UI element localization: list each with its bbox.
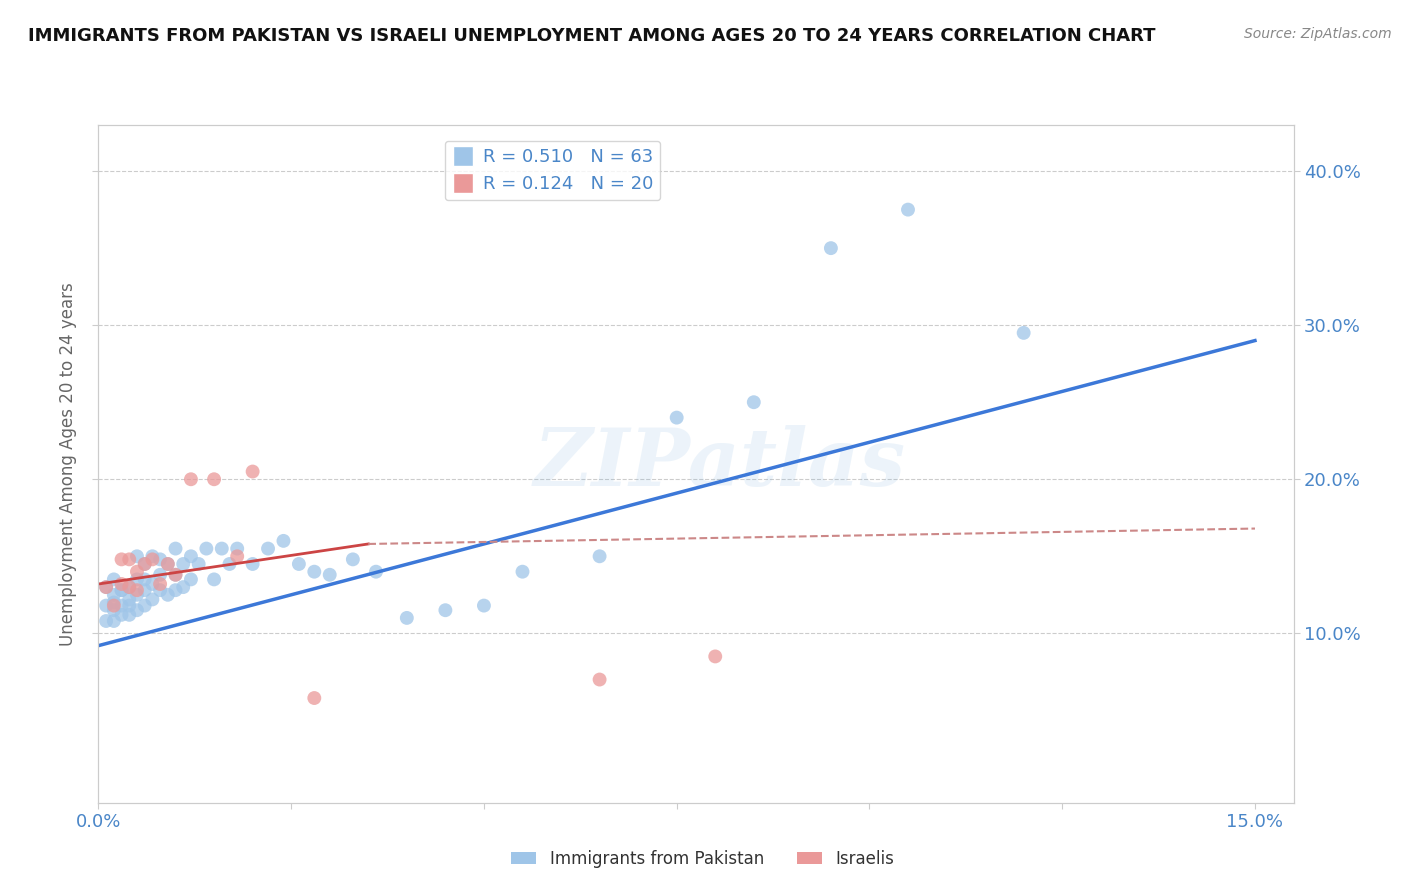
Point: [118, 552, 141, 566]
Point: [187, 557, 209, 571]
Point: [110, 577, 132, 591]
Point: [364, 565, 387, 579]
Point: [156, 588, 179, 602]
Point: [94, 614, 117, 628]
Point: [125, 603, 148, 617]
Point: [288, 557, 311, 571]
Point: [304, 691, 326, 706]
Legend: R = 0.510   N = 63, R = 0.124   N = 20: R = 0.510 N = 63, R = 0.124 N = 20: [444, 141, 661, 200]
Point: [665, 410, 688, 425]
Point: [1012, 326, 1035, 340]
Point: [125, 588, 148, 602]
Point: [820, 241, 842, 255]
Y-axis label: Unemployment Among Ages 20 to 24 years: Unemployment Among Ages 20 to 24 years: [59, 282, 77, 646]
Point: [118, 592, 141, 607]
Point: [273, 533, 295, 548]
Point: [180, 472, 202, 486]
Point: [103, 595, 125, 609]
Point: [103, 599, 125, 613]
Point: [110, 607, 132, 622]
Point: [588, 673, 610, 687]
Point: [226, 549, 249, 564]
Point: [156, 557, 179, 571]
Legend: Immigrants from Pakistan, Israelis: Immigrants from Pakistan, Israelis: [505, 844, 901, 875]
Point: [202, 573, 225, 587]
Point: [165, 567, 187, 582]
Point: [94, 599, 117, 613]
Point: [103, 573, 125, 587]
Point: [118, 580, 141, 594]
Point: [103, 603, 125, 617]
Point: [897, 202, 920, 217]
Point: [110, 552, 132, 566]
Point: [110, 583, 132, 598]
Point: [149, 567, 172, 582]
Point: [125, 565, 148, 579]
Point: [342, 552, 364, 566]
Point: [156, 557, 179, 571]
Point: [172, 580, 194, 594]
Point: [242, 465, 264, 479]
Point: [165, 583, 187, 598]
Point: [512, 565, 534, 579]
Point: [118, 580, 141, 594]
Text: IMMIGRANTS FROM PAKISTAN VS ISRAELI UNEMPLOYMENT AMONG AGES 20 TO 24 YEARS CORRE: IMMIGRANTS FROM PAKISTAN VS ISRAELI UNEM…: [28, 27, 1156, 45]
Point: [704, 649, 727, 664]
Point: [110, 599, 132, 613]
Point: [118, 607, 141, 622]
Point: [304, 565, 326, 579]
Point: [242, 557, 264, 571]
Point: [165, 541, 187, 556]
Point: [141, 592, 163, 607]
Point: [110, 583, 132, 598]
Point: [149, 552, 172, 566]
Point: [103, 614, 125, 628]
Point: [103, 588, 125, 602]
Point: [125, 549, 148, 564]
Point: [195, 541, 218, 556]
Point: [134, 583, 156, 598]
Point: [141, 577, 163, 591]
Point: [134, 599, 156, 613]
Point: [134, 557, 156, 571]
Text: ZIPatlas: ZIPatlas: [534, 425, 905, 502]
Point: [118, 599, 141, 613]
Point: [125, 573, 148, 587]
Point: [149, 577, 172, 591]
Point: [180, 573, 202, 587]
Point: [742, 395, 765, 409]
Point: [94, 580, 117, 594]
Point: [125, 583, 148, 598]
Point: [94, 580, 117, 594]
Point: [149, 583, 172, 598]
Point: [588, 549, 610, 564]
Text: Source: ZipAtlas.com: Source: ZipAtlas.com: [1244, 27, 1392, 41]
Point: [172, 557, 194, 571]
Point: [211, 541, 233, 556]
Point: [141, 549, 163, 564]
Point: [141, 552, 163, 566]
Point: [218, 557, 240, 571]
Point: [165, 567, 187, 582]
Point: [257, 541, 280, 556]
Point: [434, 603, 457, 617]
Point: [134, 557, 156, 571]
Point: [319, 567, 342, 582]
Point: [134, 573, 156, 587]
Point: [395, 611, 418, 625]
Point: [180, 549, 202, 564]
Point: [226, 541, 249, 556]
Point: [202, 472, 225, 486]
Point: [472, 599, 495, 613]
